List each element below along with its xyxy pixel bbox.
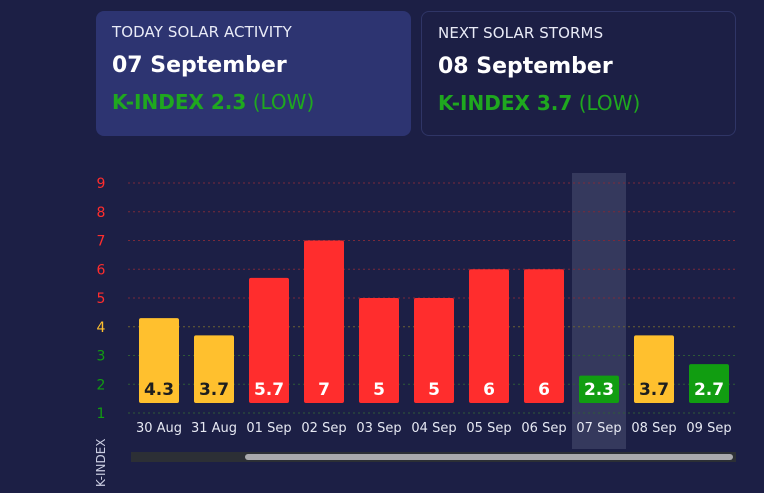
- next-storms-label: NEXT SOLAR STORMS: [438, 24, 604, 42]
- bar-value-label: 5.7: [254, 380, 284, 400]
- x-tick-label: 03 Sep: [356, 421, 401, 436]
- x-tick-label: 05 Sep: [466, 421, 511, 436]
- bar: [469, 269, 509, 403]
- x-tick-label: 31 Aug: [191, 421, 237, 436]
- bar-value-label: 3.7: [199, 380, 229, 400]
- y-tick-label: 5: [97, 291, 106, 307]
- bar-group: 2.7: [689, 364, 729, 403]
- bar: [634, 335, 674, 403]
- bar-group: 5: [359, 298, 399, 403]
- y-tick-label: 4: [97, 320, 106, 336]
- bar: [249, 277, 289, 403]
- x-tick-label: 04 Sep: [411, 421, 456, 436]
- bar-group: 6: [469, 269, 509, 403]
- x-tick-label: 30 Aug: [136, 421, 182, 436]
- bar: [359, 298, 399, 403]
- y-ticks: 1 2 3 4 5 6 7 8 9: [97, 176, 106, 422]
- today-date: 07 September: [112, 53, 287, 78]
- bar-value-label: 6: [483, 380, 495, 400]
- bar: [414, 298, 454, 403]
- next-storms-date: 08 September: [438, 54, 613, 79]
- bar-group: 3.7: [194, 335, 234, 403]
- today-kindex-level: (LOW): [252, 90, 315, 114]
- y-tick-label: 8: [97, 205, 106, 221]
- bars: 4.3 3.7 5.7 7 5 5 6 6 2.3 3.7 2.7: [139, 240, 729, 403]
- x-tick-label: 02 Sep: [301, 421, 346, 436]
- bar-group: 2.3: [579, 375, 619, 403]
- bar: [304, 240, 344, 403]
- x-ticks: 30 Aug 31 Aug 01 Sep 02 Sep 03 Sep 04 Sep 05 S…: [136, 421, 732, 436]
- y-tick-label: 1: [97, 406, 106, 422]
- y-axis-label: K-INDEX: [94, 439, 108, 488]
- today-kindex: K-INDEX 2.3 (LOW): [112, 90, 395, 114]
- next-kindex-value: K-INDEX 3.7: [438, 91, 573, 115]
- x-tick-label: 08 Sep: [631, 421, 676, 436]
- bar: [524, 269, 564, 403]
- next-storms-card: NEXT SOLAR STORMS 08 September K-INDEX 3…: [421, 11, 736, 136]
- bar-group: 5: [414, 298, 454, 403]
- today-activity-label: TODAY SOLAR ACTIVITY: [112, 23, 292, 41]
- bar-group: 5.7: [249, 277, 289, 403]
- y-tick-label: 3: [97, 349, 106, 365]
- y-tick-label: 7: [97, 234, 106, 250]
- today-kindex-value: K-INDEX 2.3: [112, 90, 247, 114]
- bar-group: 7: [304, 240, 344, 403]
- bar: [139, 318, 179, 403]
- bar-value-label: 5: [373, 380, 385, 400]
- x-tick-label: 07 Sep: [576, 421, 621, 436]
- today-activity-card: TODAY SOLAR ACTIVITY 07 September K-INDE…: [96, 11, 411, 136]
- next-kindex-level: (LOW): [578, 91, 641, 115]
- bar-value-label: 7: [318, 380, 330, 400]
- bar-value-label: 3.7: [639, 380, 669, 400]
- y-tick-label: 2: [97, 377, 106, 393]
- x-tick-label: 01 Sep: [246, 421, 291, 436]
- highlight-layer: [572, 173, 626, 449]
- bar: [194, 335, 234, 403]
- y-tick-label: 9: [97, 176, 106, 192]
- x-tick-label: 09 Sep: [686, 421, 731, 436]
- bar-value-label: 6: [538, 380, 550, 400]
- bar: [689, 364, 729, 403]
- bar-value-label: 2.3: [584, 380, 614, 400]
- y-tick-label: 6: [97, 262, 106, 278]
- x-tick-label: 06 Sep: [521, 421, 566, 436]
- bar-group: 4.3: [139, 318, 179, 403]
- horizontal-scrollbar[interactable]: [131, 452, 736, 462]
- scrollbar-thumb[interactable]: [245, 454, 733, 460]
- next-kindex: K-INDEX 3.7 (LOW): [438, 91, 719, 115]
- bar-value-label: 5: [428, 380, 440, 400]
- bar: [579, 375, 619, 403]
- bar-value-label: 2.7: [694, 380, 724, 400]
- bar-group: 6: [524, 269, 564, 403]
- bar-value-label: 4.3: [144, 380, 174, 400]
- highlight-column: [572, 173, 626, 449]
- bar-group: 3.7: [634, 335, 674, 403]
